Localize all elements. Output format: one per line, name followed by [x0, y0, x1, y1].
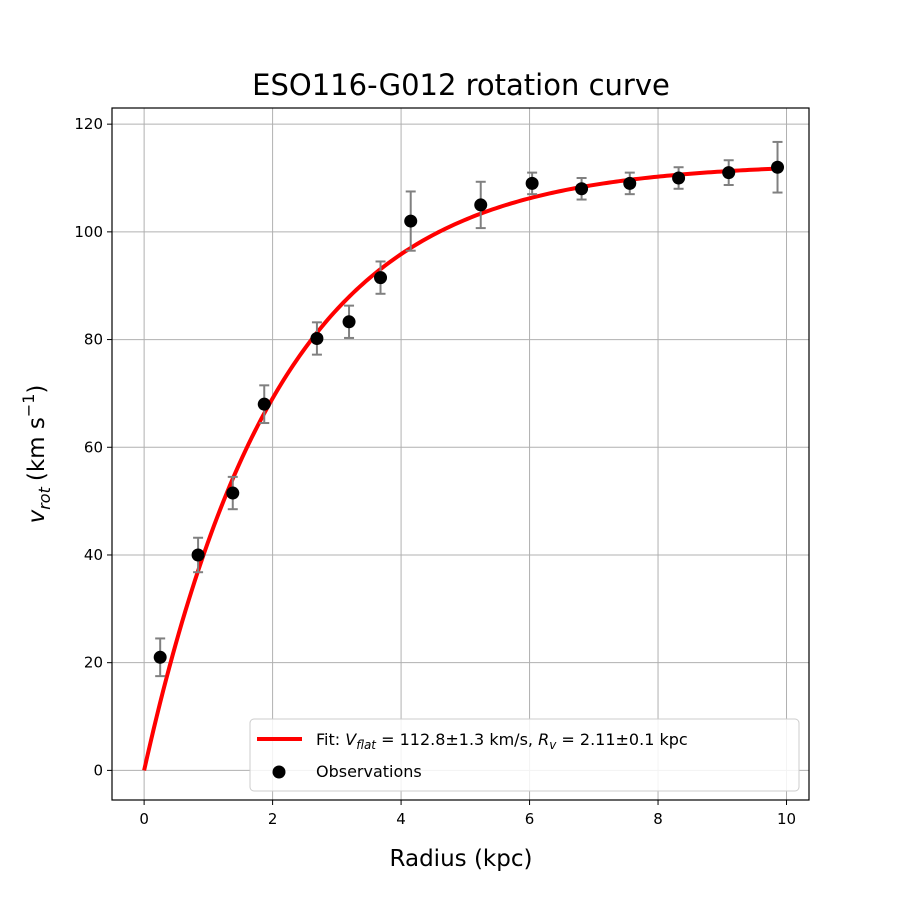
y-tick-label: 100: [74, 223, 103, 241]
x-tick-label: 6: [525, 810, 535, 828]
legend-vflat-symbol: V: [345, 730, 357, 749]
x-tick-label: 4: [396, 810, 406, 828]
x-tick-label: 8: [653, 810, 663, 828]
observation-point: [310, 331, 324, 345]
y-tick-label: 80: [84, 331, 103, 349]
observation-point: [342, 315, 356, 329]
observation-point: [153, 650, 167, 664]
observation-point: [525, 176, 539, 190]
observation-points-layer: [153, 160, 785, 664]
y-tick-label: 20: [84, 654, 103, 672]
legend-rv-subscript: v: [549, 738, 557, 752]
observation-point: [623, 176, 637, 190]
y-tick-label: 0: [93, 761, 103, 779]
y-axis-label-symbol: v: [24, 509, 50, 523]
observation-point: [672, 171, 686, 185]
y-axis-ticks: 0 20 40 60 80 100 120: [74, 115, 112, 779]
legend-fit-label: Fit: Vflat = 112.8±1.3 km/s, Rv = 2.11±0…: [316, 730, 688, 752]
legend-vflat-value: = 112.8±1.3 km/s,: [376, 730, 538, 749]
y-axis-label-close: ): [24, 385, 50, 394]
observation-point: [404, 214, 418, 228]
x-tick-label: 0: [139, 810, 149, 828]
x-axis-ticks: 0 2 4 6 8 10: [139, 800, 796, 828]
x-axis-label: Radius (kpc): [390, 846, 533, 872]
observation-point: [771, 160, 785, 174]
x-tick-label: 10: [777, 810, 796, 828]
fit-curve: [142, 166, 778, 771]
observation-point: [191, 548, 205, 562]
legend-fit-prefix: Fit:: [316, 730, 345, 749]
grid-lines: [112, 108, 809, 800]
observation-point: [474, 198, 488, 212]
x-tick-label: 2: [268, 810, 278, 828]
observation-point: [722, 166, 736, 180]
y-axis-label: vrot (km s−1): [19, 385, 54, 524]
fit-curve-layer: [142, 166, 778, 771]
observation-point: [575, 182, 589, 196]
legend-box: [249, 718, 800, 792]
observation-point: [257, 397, 271, 411]
legend-rv-symbol: R: [538, 730, 549, 749]
chart-title: ESO116-G012 rotation curve: [252, 68, 670, 102]
y-tick-label: 40: [84, 546, 103, 564]
y-tick-label: 120: [74, 115, 103, 133]
y-tick-label: 60: [84, 438, 103, 456]
y-axis-label-exponent: −1: [19, 394, 38, 418]
observation-point: [374, 271, 388, 285]
legend: Fit: Vflat = 112.8±1.3 km/s, Rv = 2.11±0…: [249, 718, 800, 792]
y-axis-label-subscript: rot: [35, 486, 54, 509]
legend-observations-label: Observations: [316, 762, 422, 781]
plot-frame: [111, 107, 810, 801]
observation-point: [226, 486, 240, 500]
legend-observations-swatch: [272, 765, 286, 779]
y-axis-label-unit: (km s: [24, 417, 50, 481]
legend-vflat-subscript: flat: [356, 738, 377, 752]
legend-rv-value: = 2.11±0.1 kpc: [556, 730, 687, 749]
